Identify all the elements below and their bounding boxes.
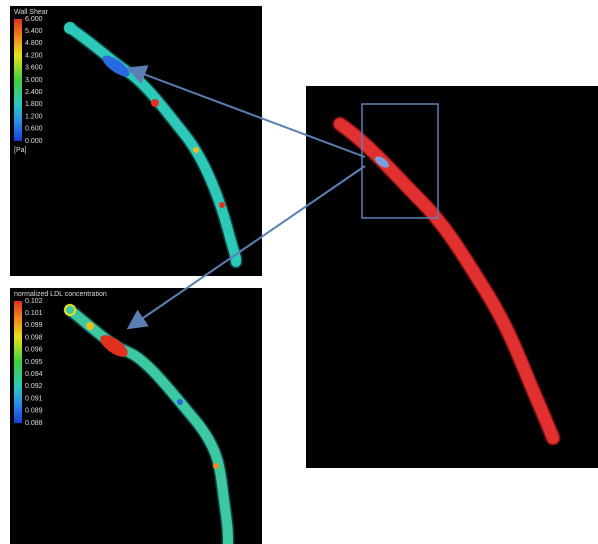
legend-label: 0.089	[25, 408, 43, 415]
color-bar	[14, 19, 22, 141]
legend-label: 0.098	[25, 334, 43, 341]
spot	[219, 202, 225, 208]
legend-label: 0.101	[25, 310, 43, 317]
spot	[86, 322, 94, 330]
color-bar	[14, 301, 22, 423]
spot	[177, 399, 183, 405]
legend-label: 3.000	[25, 77, 43, 84]
legend-label: 2.400	[25, 89, 43, 96]
legend-label: 3.600	[25, 65, 43, 72]
legend-label: 1.200	[25, 113, 43, 120]
legend-label: 0.092	[25, 383, 43, 390]
legend-label: 0.099	[25, 322, 43, 329]
legend-label: 0.102	[25, 298, 43, 305]
figure: Wall Shear6.000 5.400 4.800 4.200 3.600 3.000…	[0, 0, 598, 544]
legend-label: 5.400	[25, 28, 43, 35]
legend-label: 0.094	[25, 371, 43, 378]
legend-label: 0.095	[25, 359, 43, 366]
legend-unit: [Pa]	[14, 147, 27, 154]
legend-title: normalized LDL concentration	[14, 291, 107, 298]
legend-label: 4.200	[25, 52, 43, 59]
legend-label: 1.800	[25, 101, 43, 108]
spot	[193, 147, 199, 153]
legend-label: 0.091	[25, 395, 43, 402]
legend-label: 0.600	[25, 126, 43, 133]
legend-label: 0.088	[25, 420, 43, 427]
legend-label: 6.000	[25, 16, 43, 23]
legend-label: 0.000	[25, 138, 43, 145]
spot	[213, 463, 219, 469]
legend-title: Wall Shear	[14, 9, 49, 16]
legend-label: 0.096	[25, 347, 43, 354]
legend-label: 4.800	[25, 40, 43, 47]
spot	[151, 99, 159, 107]
panel-geometry	[306, 86, 598, 468]
